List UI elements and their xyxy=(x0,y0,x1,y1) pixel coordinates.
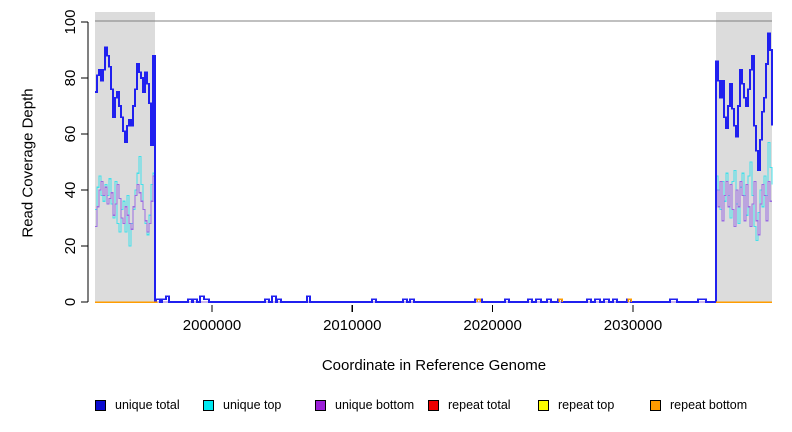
y-axis-title: Read Coverage Depth xyxy=(19,88,37,238)
repeat-region-shade xyxy=(95,12,155,303)
series-repeat-bottom xyxy=(558,298,563,302)
x-axis-title: Coordinate in Reference Genome xyxy=(321,357,547,374)
x-tick-label: 2010000 xyxy=(323,317,381,334)
series-repeat-bottom xyxy=(476,298,481,302)
x-tick-label: 2020000 xyxy=(463,317,521,334)
y-tick-label: 100 xyxy=(62,9,79,34)
series-unique-total xyxy=(95,32,773,303)
y-tick-label: 60 xyxy=(62,126,79,143)
y-tick-label: 80 xyxy=(62,70,79,87)
y-tick-label: 40 xyxy=(62,182,79,199)
series-repeat-bottom xyxy=(627,298,632,302)
series-unique-bottom xyxy=(95,175,772,303)
y-tick-label: 20 xyxy=(62,238,79,255)
x-tick-label: 2030000 xyxy=(604,317,662,334)
y-tick-label: 0 xyxy=(62,298,79,306)
repeat-region-shade xyxy=(716,12,772,303)
series-unique-top xyxy=(95,141,773,303)
x-tick-label: 2000000 xyxy=(183,317,241,334)
